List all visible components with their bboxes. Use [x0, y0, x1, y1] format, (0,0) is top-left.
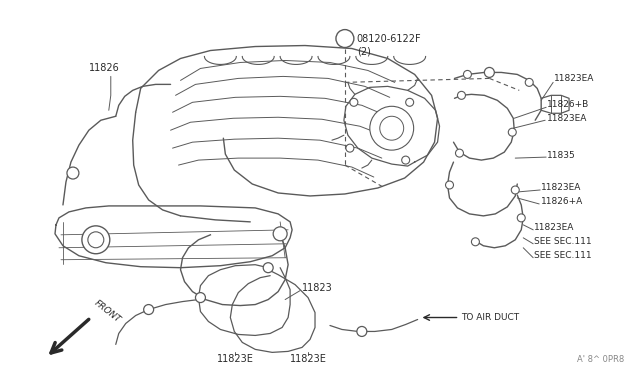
Text: A' 8^ 0PR8: A' 8^ 0PR8	[577, 355, 624, 364]
Text: (2): (2)	[357, 46, 371, 57]
Text: 11823E: 11823E	[217, 355, 253, 364]
Text: 11835: 11835	[547, 151, 576, 160]
Circle shape	[458, 92, 465, 99]
Text: 11826: 11826	[89, 64, 120, 73]
Circle shape	[143, 305, 154, 314]
Circle shape	[195, 293, 205, 302]
Text: 11823EA: 11823EA	[541, 183, 582, 192]
Circle shape	[346, 144, 354, 152]
Circle shape	[357, 327, 367, 336]
Circle shape	[370, 106, 413, 150]
Text: SEE SEC.111: SEE SEC.111	[534, 237, 592, 246]
Circle shape	[511, 186, 519, 194]
Circle shape	[273, 227, 287, 241]
Circle shape	[67, 167, 79, 179]
Circle shape	[406, 98, 413, 106]
Circle shape	[402, 156, 410, 164]
Circle shape	[508, 128, 516, 136]
Circle shape	[336, 30, 354, 48]
Text: 08120-6122F: 08120-6122F	[357, 33, 422, 44]
Text: SEE SEC.111: SEE SEC.111	[534, 251, 592, 260]
Circle shape	[445, 181, 454, 189]
Text: 11823: 11823	[302, 283, 333, 293]
Circle shape	[463, 70, 472, 78]
Text: 11823EA: 11823EA	[554, 74, 595, 83]
Text: 11823EA: 11823EA	[547, 114, 588, 123]
Circle shape	[484, 67, 494, 77]
Text: 11823EA: 11823EA	[534, 223, 575, 232]
Circle shape	[88, 232, 104, 248]
Circle shape	[263, 263, 273, 273]
Text: 11823E: 11823E	[290, 355, 326, 364]
Circle shape	[350, 98, 358, 106]
Text: TO AIR DUCT: TO AIR DUCT	[461, 313, 520, 322]
Circle shape	[517, 214, 525, 222]
Circle shape	[472, 238, 479, 246]
Circle shape	[82, 226, 110, 254]
Circle shape	[380, 116, 404, 140]
Circle shape	[456, 149, 463, 157]
Circle shape	[525, 78, 533, 86]
Text: B: B	[342, 34, 348, 43]
Text: FRONT: FRONT	[93, 298, 123, 324]
Text: 11826+B: 11826+B	[547, 100, 589, 109]
Text: 11826+A: 11826+A	[541, 198, 584, 206]
